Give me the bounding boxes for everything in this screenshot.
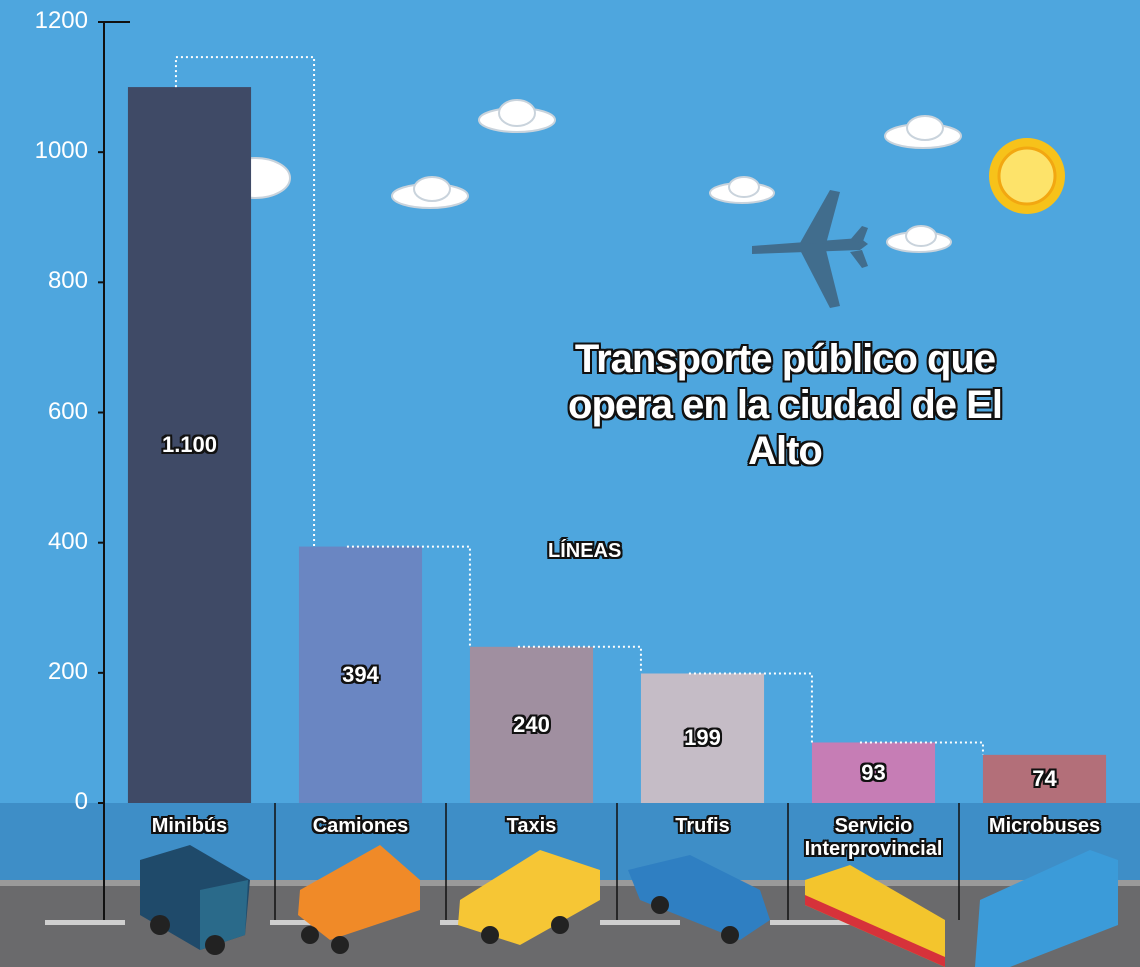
y-tick-label: 600 bbox=[8, 398, 88, 426]
y-tick-label: 400 bbox=[8, 528, 88, 556]
x-tick-label: Trufis bbox=[623, 815, 782, 838]
x-tick-label: Camiones bbox=[281, 815, 440, 838]
value-label: 394 bbox=[299, 662, 422, 688]
value-label: 240 bbox=[470, 712, 593, 738]
clouds bbox=[220, 100, 961, 252]
y-tick-label: 0 bbox=[8, 788, 88, 816]
x-tick-label: Servicio Interprovincial bbox=[794, 815, 953, 861]
chart: Transporte público que opera en la ciuda… bbox=[0, 0, 1140, 967]
annotation: LÍNEAS bbox=[548, 540, 621, 563]
value-label: 74 bbox=[983, 766, 1106, 792]
value-label: 93 bbox=[812, 760, 935, 786]
sun bbox=[989, 138, 1065, 214]
x-tick-label: Microbuses bbox=[965, 815, 1124, 838]
x-tick-label: Minibús bbox=[110, 815, 269, 838]
y-tick-label: 200 bbox=[8, 658, 88, 686]
y-tick-label: 1000 bbox=[8, 137, 88, 165]
plane bbox=[752, 190, 868, 308]
x-tick-label: Taxis bbox=[452, 815, 611, 838]
value-label: 1.100 bbox=[128, 432, 251, 458]
y-tick-label: 800 bbox=[8, 267, 88, 295]
y-tick-label: 1200 bbox=[8, 7, 88, 35]
chart-title: Transporte público que opera en la ciuda… bbox=[560, 336, 1010, 474]
value-label: 199 bbox=[641, 725, 764, 751]
